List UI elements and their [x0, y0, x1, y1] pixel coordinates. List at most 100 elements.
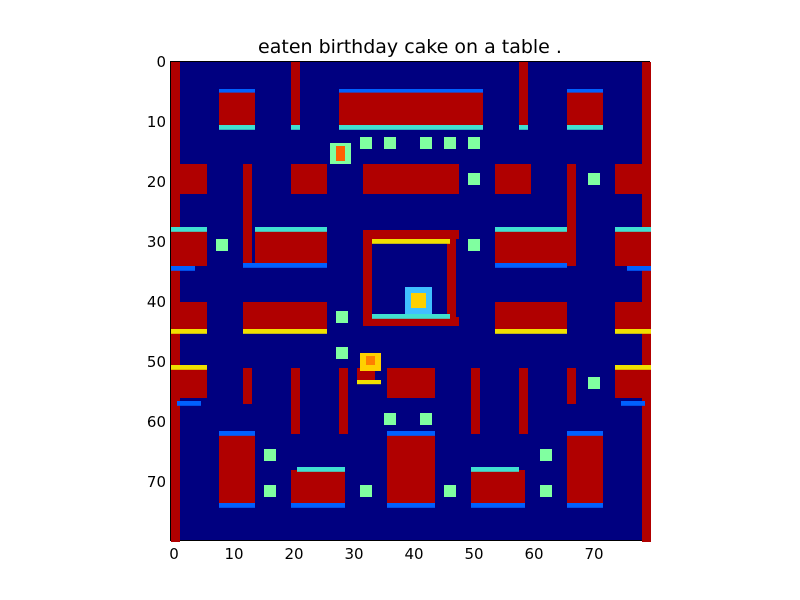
y-tick-70: 70 [146, 473, 166, 491]
maze-wall [363, 164, 459, 194]
y-tick-40: 40 [146, 293, 166, 311]
pellet [468, 173, 480, 185]
wall-edge [219, 125, 255, 130]
maze-wall [495, 230, 567, 266]
wall-edge [219, 89, 255, 93]
pellet [444, 485, 456, 497]
wall-edge [243, 263, 327, 268]
maze-wall [567, 368, 576, 404]
pellet [360, 137, 372, 149]
ghost-sprite [411, 293, 426, 308]
pellet [540, 449, 552, 461]
wall-edge [567, 503, 603, 508]
pellet [540, 485, 552, 497]
wall-edge [471, 503, 525, 508]
pellet [264, 449, 276, 461]
maze-svg [171, 62, 651, 542]
wall-edge [627, 266, 651, 271]
maze-wall [615, 164, 651, 194]
wall-edge [567, 431, 603, 436]
maze-wall [615, 368, 651, 398]
pellet [420, 137, 432, 149]
maze-wall [363, 317, 459, 326]
maze-wall [291, 62, 300, 128]
wall-edge [615, 329, 651, 334]
wall-edge [255, 227, 327, 232]
pellet [264, 485, 276, 497]
maze-wall [339, 92, 483, 128]
maze-wall [363, 230, 459, 239]
wall-edge [495, 263, 567, 268]
maze-wall [339, 368, 348, 434]
pellet [468, 239, 480, 251]
pellet [216, 239, 228, 251]
maze-wall [447, 230, 456, 326]
maze-wall [255, 230, 327, 266]
maze-wall [387, 368, 435, 398]
wall-edge [171, 365, 207, 370]
maze-wall [291, 470, 345, 506]
wall-edge [615, 227, 651, 232]
wall-edge [567, 125, 603, 130]
maze-wall [243, 164, 252, 266]
wall-edge [243, 329, 327, 334]
maze-wall [519, 62, 528, 128]
wall-edge [171, 227, 207, 232]
y-tick-30: 30 [146, 233, 166, 251]
wall-edge [519, 125, 528, 130]
maze-wall [519, 368, 528, 434]
x-tick-60: 60 [524, 545, 544, 563]
maze-wall [567, 92, 603, 128]
maze-wall [495, 164, 531, 194]
wall-edge [219, 431, 255, 436]
x-tick-40: 40 [404, 545, 424, 563]
page-title: eaten birthday cake on a table . [258, 36, 562, 58]
maze-wall [171, 368, 207, 398]
maze-wall [243, 368, 252, 404]
ghost-sprite [336, 146, 345, 161]
maze-wall [471, 470, 525, 506]
pacman-sprite [366, 356, 375, 365]
x-tick-20: 20 [284, 545, 304, 563]
wall-edge [339, 125, 483, 130]
maze-wall [291, 164, 327, 194]
y-tick-60: 60 [146, 413, 166, 431]
wall-edge [219, 503, 255, 508]
wall-edge [615, 365, 651, 370]
maze-wall [243, 302, 327, 332]
pellet [384, 137, 396, 149]
pellet [336, 311, 348, 323]
maze-wall [291, 368, 300, 434]
pellet [360, 485, 372, 497]
wall-edge [567, 89, 603, 93]
x-tick-50: 50 [464, 545, 484, 563]
pellet [444, 137, 456, 149]
wall-edge [372, 239, 450, 244]
wall-edge [297, 467, 345, 472]
x-tick-30: 30 [344, 545, 364, 563]
maze-wall [171, 302, 207, 332]
wall-edge [177, 401, 201, 406]
y-tick-10: 10 [146, 113, 166, 131]
wall-edge [357, 380, 381, 385]
wall-edge [495, 227, 567, 232]
wall-edge [171, 329, 207, 334]
wall-edge [387, 503, 435, 508]
wall-edge [387, 431, 435, 436]
y-tick-50: 50 [146, 353, 166, 371]
pellet [588, 173, 600, 185]
wall-edge [291, 125, 300, 130]
maze-wall [171, 230, 207, 266]
maze-wall [495, 302, 567, 332]
wall-edge [171, 266, 195, 271]
maze-wall [615, 302, 651, 332]
x-tick-0: 0 [169, 545, 179, 563]
x-tick-70: 70 [584, 545, 604, 563]
pellet [420, 413, 432, 425]
maze-wall [219, 434, 255, 506]
wall-edge [471, 467, 519, 472]
pellet [336, 347, 348, 359]
maze-wall [171, 164, 207, 194]
y-tick-0: 0 [156, 53, 166, 71]
x-tick-10: 10 [224, 545, 244, 563]
